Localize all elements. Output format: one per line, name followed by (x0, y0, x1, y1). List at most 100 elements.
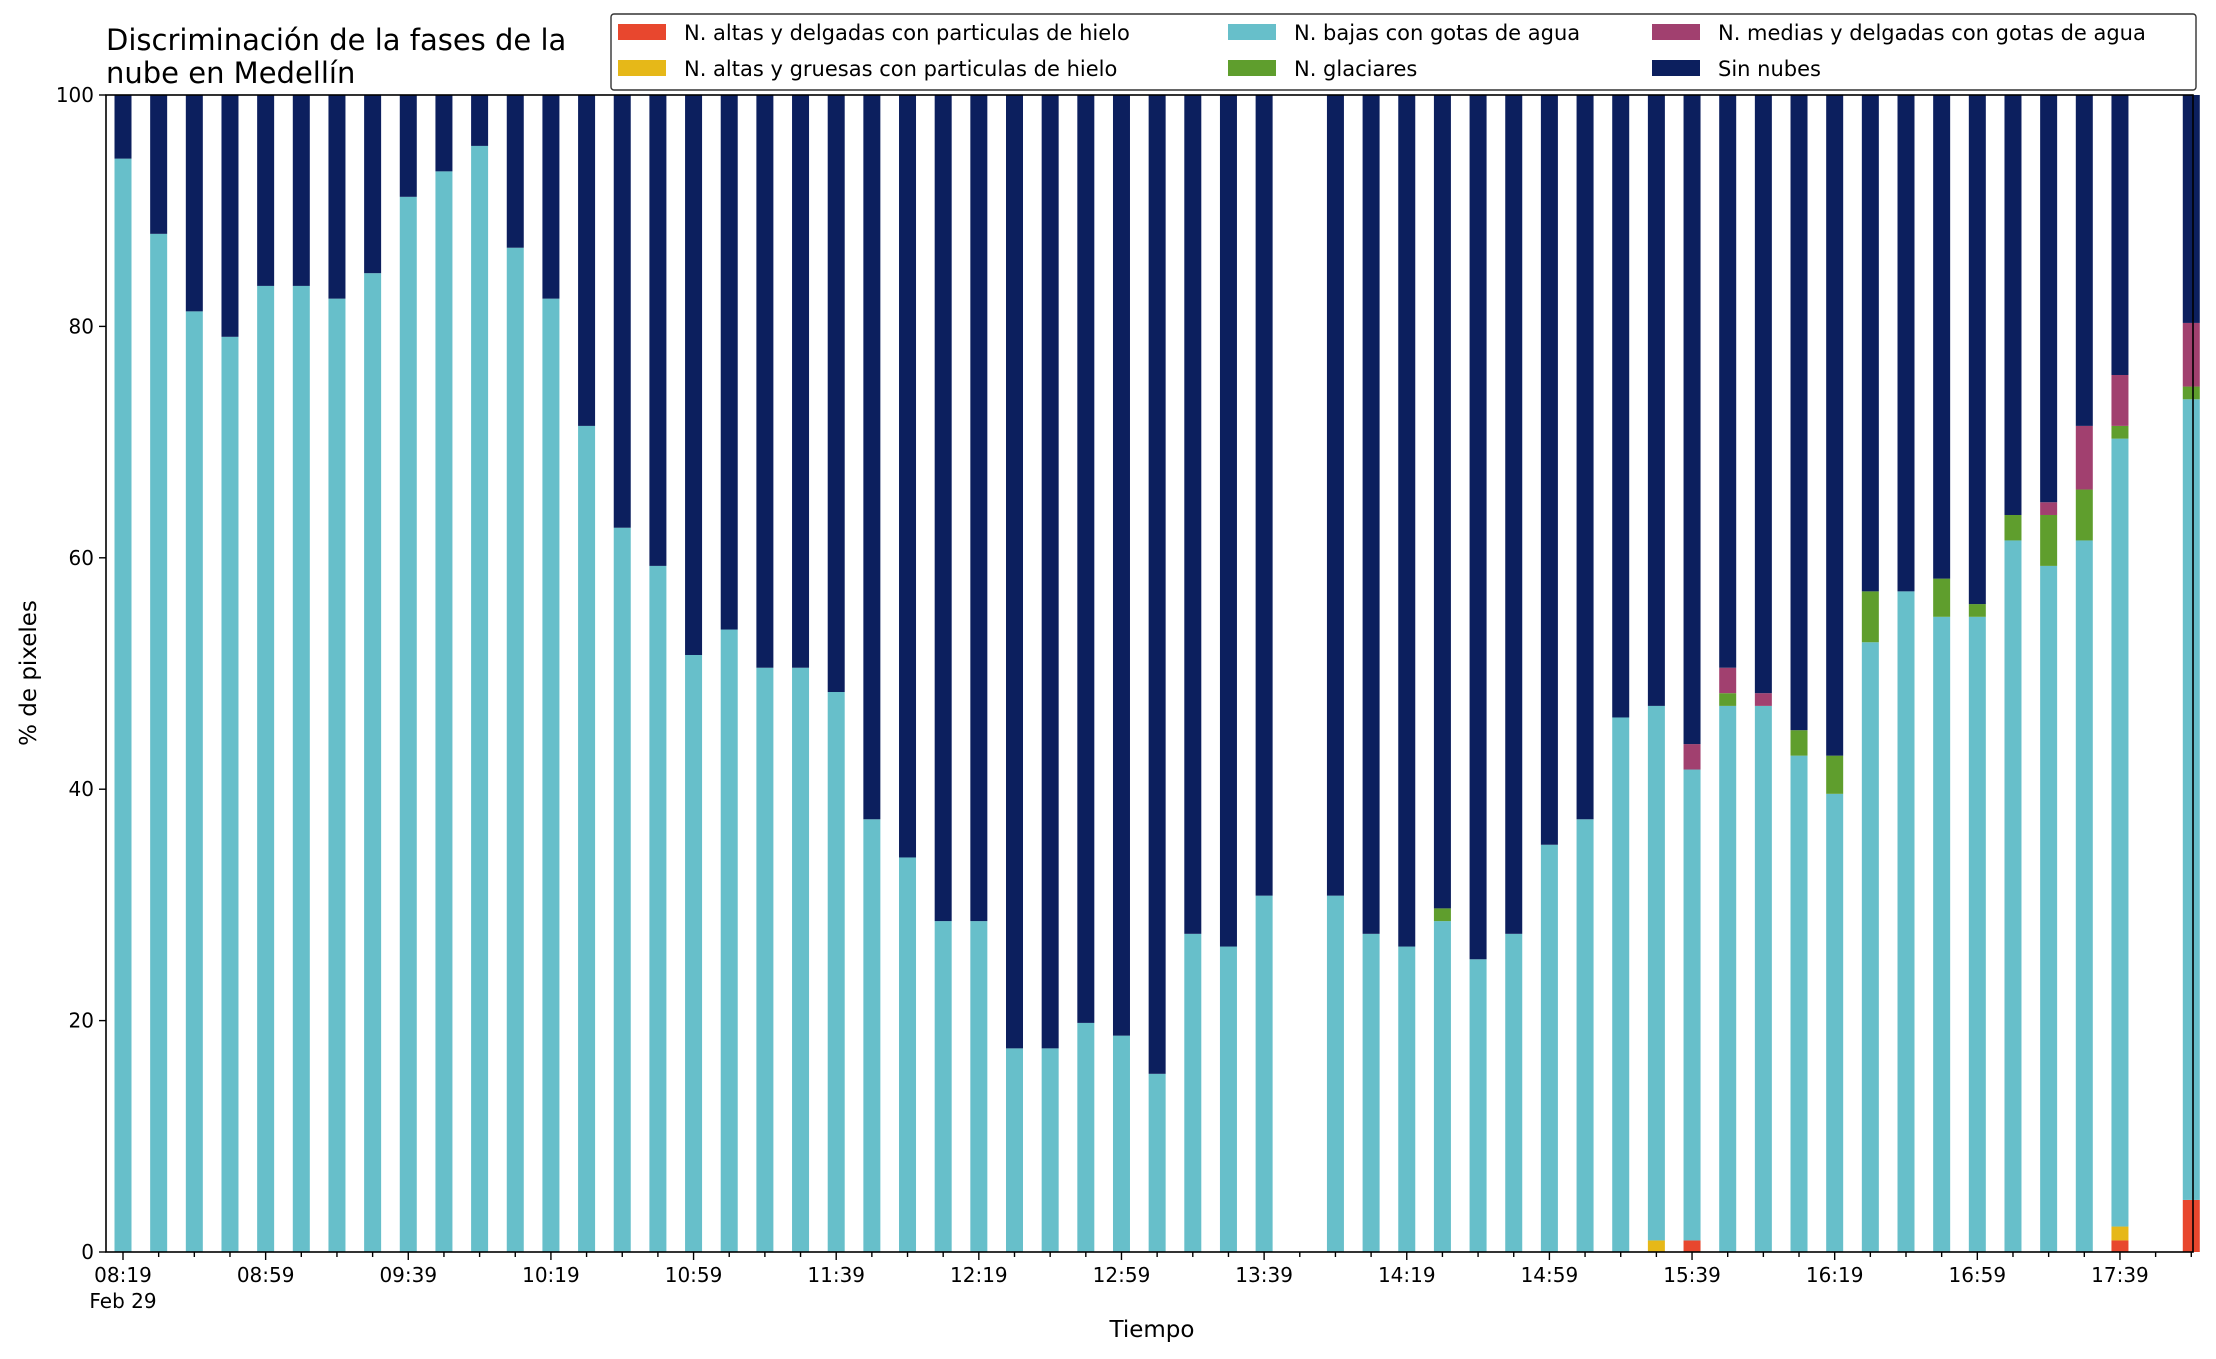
x-tick-label-0: 08:19 (94, 1263, 152, 1287)
bar-segment-50-5 (1897, 95, 1915, 592)
bar-segment-47-5 (1790, 95, 1808, 731)
legend-swatch-4 (1652, 24, 1700, 40)
bar-segment-38-5 (1469, 95, 1487, 960)
legend-label-2: N. bajas con gotas de agua (1294, 21, 1580, 45)
bar-segment-44-5 (1683, 95, 1701, 745)
bar-segment-4-2 (257, 285, 275, 1252)
bar-segment-55-5 (2075, 95, 2093, 426)
bar-segment-19-5 (792, 95, 810, 668)
legend-label-1: N. altas y gruesas con particulas de hie… (684, 57, 1117, 81)
bar-segment-44-2 (1683, 769, 1701, 1241)
bar-segment-30-2 (1184, 933, 1202, 1252)
bar-segment-17-5 (720, 95, 738, 630)
bar-segment-16-5 (685, 95, 703, 655)
bar-segment-41-5 (1576, 95, 1594, 820)
bars-layer (114, 95, 2200, 1253)
bar-segment-24-5 (970, 95, 988, 922)
bar-segment-58-3 (2182, 386, 2200, 400)
legend-swatch-3 (1228, 60, 1276, 76)
bar-segment-41-2 (1576, 819, 1594, 1252)
bar-segment-5-2 (292, 285, 310, 1252)
x-tick-label-12: 16:19 (1806, 1263, 1864, 1287)
bar-segment-46-4 (1754, 693, 1772, 706)
bar-segment-32-5 (1255, 95, 1273, 896)
plot-area-frame (105, 94, 2194, 1253)
bar-segment-54-5 (2040, 95, 2058, 503)
x-tick-label-9: 14:19 (1378, 1263, 1436, 1287)
bar-segment-10-2 (471, 145, 489, 1252)
bar-segment-28-5 (1112, 95, 1130, 1036)
bar-segment-26-2 (1041, 1048, 1059, 1252)
bar-segment-29-5 (1148, 95, 1166, 1074)
bar-segment-38-2 (1469, 959, 1487, 1252)
bar-segment-36-2 (1398, 946, 1416, 1252)
bar-segment-29-2 (1148, 1073, 1166, 1252)
bar-segment-20-2 (827, 692, 845, 1252)
bar-segment-34-2 (1326, 895, 1344, 1252)
bar-segment-55-2 (2075, 540, 2093, 1252)
legend-swatch-2 (1228, 24, 1276, 40)
bar-segment-31-5 (1219, 95, 1237, 947)
bar-segment-45-5 (1719, 95, 1737, 668)
bar-segment-14-5 (613, 95, 631, 528)
x-tick-label-3: 10:19 (522, 1263, 580, 1287)
bar-segment-44-0 (1683, 1240, 1701, 1252)
bar-segment-36-5 (1398, 95, 1416, 947)
bar-segment-24-2 (970, 921, 988, 1252)
legend-label-4: N. medias y delgadas con gotas de agua (1718, 21, 2146, 45)
bar-segment-39-2 (1505, 933, 1523, 1252)
bar-segment-6-5 (328, 95, 346, 299)
legend-swatch-0 (618, 24, 666, 40)
legend-swatch-1 (618, 60, 666, 76)
bar-segment-58-5 (2182, 95, 2200, 323)
bar-segment-35-2 (1362, 933, 1380, 1252)
bar-segment-43-2 (1647, 705, 1665, 1241)
bar-segment-49-3 (1861, 591, 1879, 643)
bar-segment-16-2 (685, 654, 703, 1252)
bar-segment-58-4 (2182, 322, 2200, 387)
bar-segment-3-5 (221, 95, 239, 337)
x-tick-label-7: 12:59 (1093, 1263, 1151, 1287)
legend: N. altas y delgadas con particulas de hi… (610, 13, 2197, 91)
bar-segment-1-2 (150, 233, 168, 1253)
bar-segment-45-2 (1719, 705, 1737, 1252)
bar-segment-48-3 (1826, 755, 1844, 794)
bar-segment-20-5 (827, 95, 845, 693)
y-tick-label-0: 0 (81, 1240, 94, 1264)
bar-segment-21-2 (863, 819, 881, 1252)
bar-segment-52-3 (1968, 604, 1986, 617)
bar-segment-22-5 (899, 95, 917, 858)
bar-segment-49-2 (1861, 642, 1879, 1252)
bar-segment-19-2 (792, 667, 810, 1252)
x-axis-label: Tiempo (1109, 1317, 1195, 1343)
bar-segment-10-5 (471, 95, 489, 146)
y-tick-label-3: 60 (69, 546, 94, 570)
bar-segment-46-5 (1754, 95, 1772, 694)
bar-segment-12-2 (542, 298, 560, 1252)
bar-segment-55-3 (2075, 489, 2093, 541)
x-tick-label-10: 14:59 (1521, 1263, 1579, 1287)
bar-segment-6-2 (328, 298, 346, 1252)
bar-segment-18-2 (756, 667, 774, 1252)
bar-segment-27-2 (1077, 1022, 1095, 1252)
bar-segment-55-4 (2075, 425, 2093, 490)
bar-segment-56-1 (2111, 1226, 2129, 1241)
legend-label-3: N. glaciares (1294, 57, 1417, 81)
legend-swatch-5 (1652, 60, 1700, 76)
bar-segment-56-0 (2111, 1240, 2129, 1252)
bar-segment-25-5 (1006, 95, 1023, 1049)
bar-segment-43-5 (1647, 95, 1665, 706)
x-tick-label-4: 10:59 (665, 1263, 723, 1287)
bar-segment-35-5 (1362, 95, 1380, 934)
bar-segment-7-2 (364, 273, 382, 1252)
bar-segment-54-2 (2040, 565, 2058, 1252)
bar-segment-23-5 (934, 95, 952, 922)
bar-segment-44-4 (1683, 744, 1701, 770)
bar-segment-21-5 (863, 95, 881, 820)
bar-segment-37-2 (1433, 921, 1451, 1252)
bar-segment-58-0 (2182, 1199, 2200, 1252)
bar-segment-22-2 (899, 857, 917, 1252)
x-axis: 08:19 08:59 09:39 10:19 10:59 11:39 12:19 12:59… (89, 1252, 2192, 1313)
bar-segment-54-4 (2040, 502, 2058, 515)
bar-segment-5-5 (292, 95, 310, 286)
